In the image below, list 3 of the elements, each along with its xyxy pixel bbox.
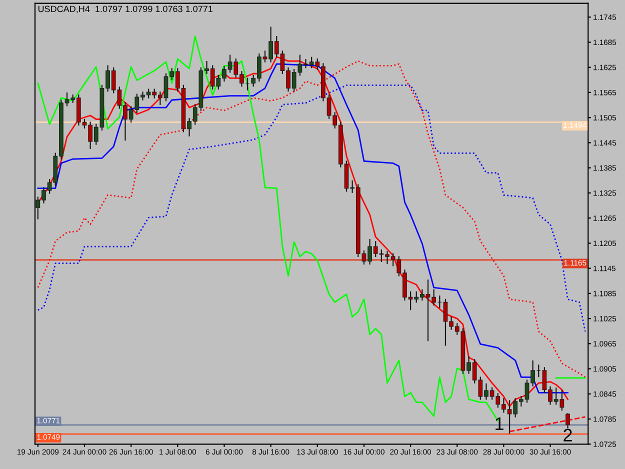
annotation: 1 — [496, 418, 504, 430]
chart-title: USDCAD,H4 1.0797 1.0799 1.0763 1.0771 — [38, 6, 212, 14]
candlestick — [566, 412, 570, 429]
